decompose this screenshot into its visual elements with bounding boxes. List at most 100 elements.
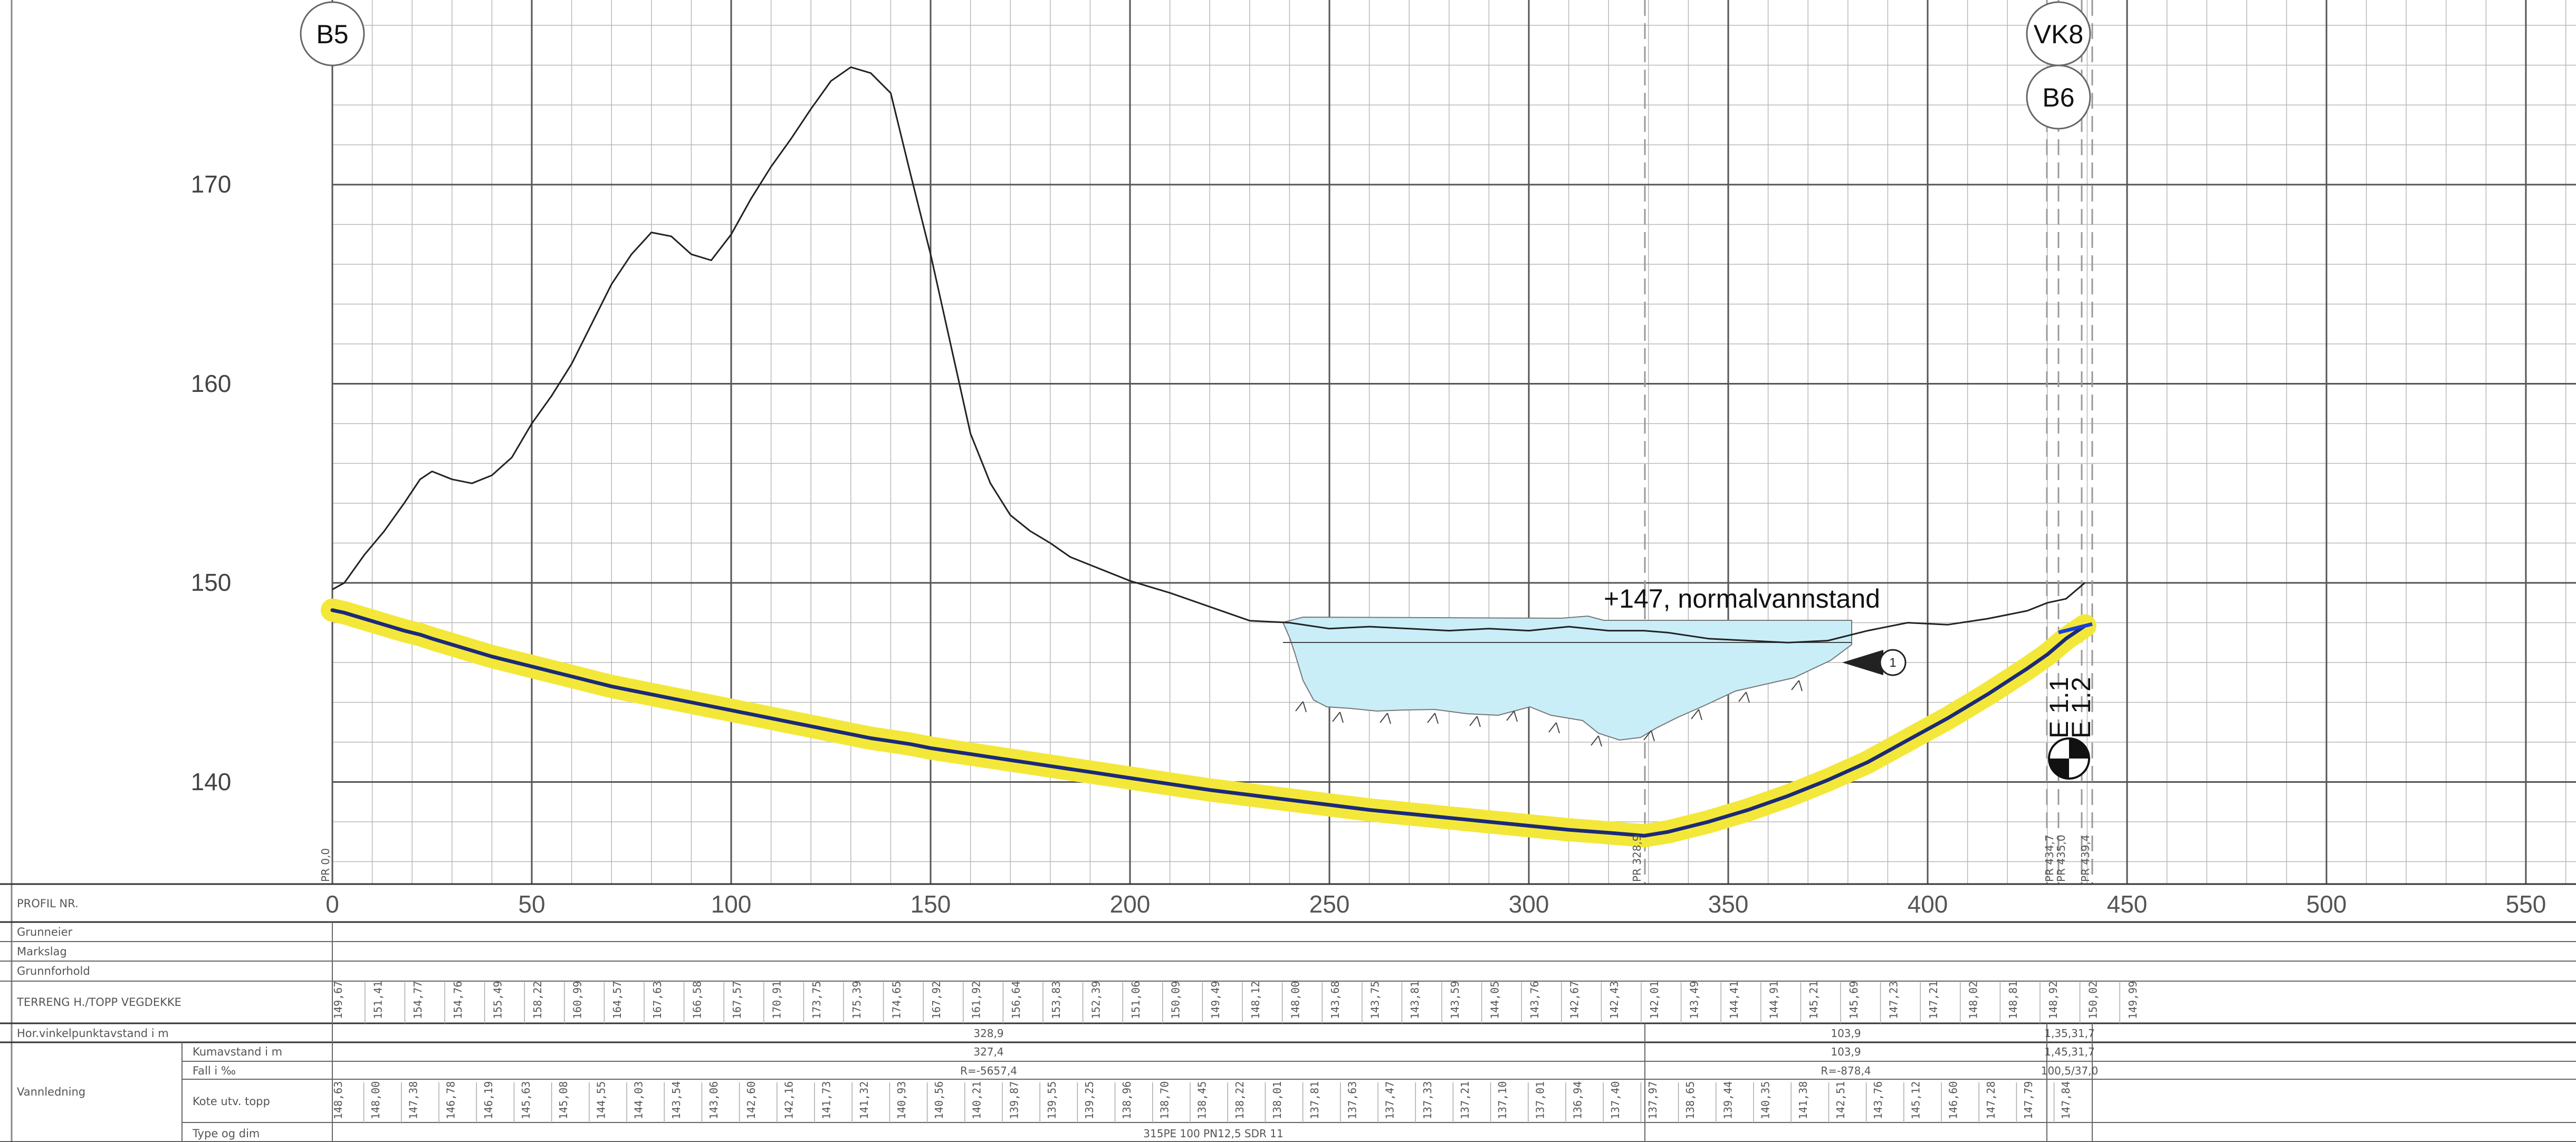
terrain-value-cell: 148,12 xyxy=(1249,981,1262,1019)
row-label: Kumavstand i m xyxy=(193,1045,282,1058)
manhole-marker-b6: B6 xyxy=(2026,64,2091,130)
terrain-value-cell: 166,58 xyxy=(691,981,703,1019)
kote-value-cell: 140,35 xyxy=(1759,1081,1772,1119)
kote-value-cell: 142,51 xyxy=(1834,1081,1847,1119)
segment-value: 328,9 xyxy=(973,1027,1003,1040)
row-label: Type og dim xyxy=(192,1127,260,1140)
lake-fill xyxy=(1282,615,1852,741)
terrain-value-cell: 173,75 xyxy=(810,981,823,1019)
row-label: Markslag xyxy=(17,945,67,958)
kote-value-cell: 139,87 xyxy=(1008,1081,1021,1119)
lake xyxy=(1282,615,1852,747)
row-label: Grunnforhold xyxy=(17,965,90,977)
x-tick-label: 100 xyxy=(711,890,752,918)
kote-value-cell: 142,16 xyxy=(782,1081,795,1119)
kote-value-cell: 141,38 xyxy=(1797,1081,1809,1119)
segment-value: 1,45,31,7 xyxy=(2044,1045,2094,1058)
terrain-value-cell: 143,59 xyxy=(1449,981,1461,1019)
kote-value-cell: 148,63 xyxy=(332,1081,344,1119)
terrain-value-cell: 151,06 xyxy=(1129,981,1142,1019)
hatch-marks xyxy=(1295,680,1803,747)
row-label: Kote utv. topp xyxy=(193,1095,270,1108)
terrain-value-cell: 143,68 xyxy=(1329,981,1342,1019)
terrain-value-cell: 143,81 xyxy=(1409,981,1421,1019)
terrain-value-cell: 143,75 xyxy=(1369,981,1382,1019)
kote-value-cell: 147,38 xyxy=(407,1081,419,1119)
y-tick-label: 150 xyxy=(191,569,232,596)
terrain-value-cell: 167,63 xyxy=(651,981,664,1019)
kote-value-cell: 139,25 xyxy=(1083,1081,1096,1119)
kote-value-cell: 137,97 xyxy=(1646,1081,1659,1119)
terrain-value-cell: 154,76 xyxy=(452,981,464,1019)
terrain-value-cell: 143,49 xyxy=(1688,981,1700,1019)
kote-value-cells: 148,63 148,00 147,38 146,78 146,19 145,63 145,… xyxy=(332,1081,2072,1124)
kote-value-cell: 138,65 xyxy=(1684,1081,1697,1119)
valve-quadrant xyxy=(2049,759,2069,779)
x-tick-label: 250 xyxy=(1309,890,1350,918)
x-tick-label: 0 xyxy=(325,890,339,918)
terrain-value-cells: 149,67 151,41 154,77 154,76 155,49 158,22 160,… xyxy=(332,981,2139,1023)
marker-circle xyxy=(300,1,365,66)
kote-value-cell: 137,81 xyxy=(1308,1081,1321,1119)
terrain-value-cell: 175,39 xyxy=(850,981,863,1019)
terrain-value-cell: 142,67 xyxy=(1568,981,1581,1019)
y-tick-label: 140 xyxy=(191,768,232,795)
kote-value-cell: 145,08 xyxy=(557,1081,570,1119)
kote-value-cell: 140,93 xyxy=(895,1081,908,1119)
water-sign-circle xyxy=(1879,649,1907,676)
pipe-connection xyxy=(2058,622,2093,635)
terrain-value-cell: 158,22 xyxy=(531,981,544,1019)
kote-value-cell: 142,60 xyxy=(745,1081,758,1119)
terrain-value-cell: 148,02 xyxy=(1967,981,1980,1019)
chainage-mark: PR 435,0 xyxy=(2055,834,2067,882)
kote-value-cell: 141,73 xyxy=(820,1081,833,1119)
terrain-value-cell: 152,39 xyxy=(1089,981,1102,1019)
row-label: Vannledning xyxy=(17,1086,85,1098)
x-tick-label: 150 xyxy=(911,890,951,918)
major-grid xyxy=(331,0,2576,884)
kote-value-cell: 137,63 xyxy=(1346,1081,1358,1119)
kote-value-cell: 143,76 xyxy=(1872,1081,1884,1119)
x-tick-label: 350 xyxy=(1708,890,1749,918)
segment-value: 1,35,31,7 xyxy=(2044,1027,2094,1040)
terrain-value-cell: 155,49 xyxy=(491,981,504,1019)
kote-value-cell: 137,33 xyxy=(1421,1081,1434,1119)
marker-label: B6 xyxy=(2042,83,2074,112)
terrain-value-cell: 151,41 xyxy=(372,981,385,1019)
terrain-value-cell: 142,43 xyxy=(1608,981,1621,1019)
terrain-value-cell: 150,02 xyxy=(2086,981,2099,1019)
kote-value-cell: 138,01 xyxy=(1271,1081,1284,1119)
kote-value-cell: 141,32 xyxy=(858,1081,870,1119)
kote-value-cell: 147,28 xyxy=(1985,1081,1997,1119)
water-sign-arrow xyxy=(1842,650,1883,675)
kote-value-cell: 146,60 xyxy=(1947,1081,1960,1119)
kote-value-cell: 138,45 xyxy=(1196,1081,1209,1119)
terrain-value-cell: 167,57 xyxy=(731,981,743,1019)
x-tick-label: 400 xyxy=(1908,890,1948,918)
segment-value: 103,9 xyxy=(1831,1027,1861,1040)
y-tick-label: 170 xyxy=(191,170,232,198)
terrain-value-cell: 147,21 xyxy=(1927,981,1940,1019)
kote-value-cell: 138,70 xyxy=(1158,1081,1171,1119)
water-level-label: +147, normalvannstand xyxy=(1604,584,1880,613)
terrain-value-cell: 154,77 xyxy=(411,981,424,1019)
terrain-value-cell: 164,57 xyxy=(611,981,624,1019)
kote-value-cell: 143,54 xyxy=(670,1081,683,1119)
row-label: Hor.vinkelpunktavstand i m xyxy=(17,1027,169,1040)
segment-value: R=-878,4 xyxy=(1821,1064,1871,1077)
terrain-value-cell: 153,83 xyxy=(1050,981,1062,1019)
terrain-value-cell: 142,01 xyxy=(1648,981,1661,1019)
pipe-centerline xyxy=(330,608,2087,838)
row-label: Grunneier xyxy=(17,926,73,938)
pipe-type-value: 315PE 100 PN12,5 SDR 11 xyxy=(1143,1127,1283,1140)
terrain-value-cell: 150,09 xyxy=(1170,981,1182,1019)
chainage-mark: PR 434,7 xyxy=(2043,834,2056,882)
terrain-value-cell: 149,99 xyxy=(2127,981,2139,1019)
kote-value-cell: 144,03 xyxy=(633,1081,645,1119)
terrain-value-cell: 161,92 xyxy=(970,981,983,1019)
x-tick-label: 450 xyxy=(2107,890,2148,918)
row-label: PROFIL NR. xyxy=(17,897,79,910)
terrain-value-cell: 149,67 xyxy=(332,981,344,1019)
valve-quadrant xyxy=(2069,738,2089,759)
